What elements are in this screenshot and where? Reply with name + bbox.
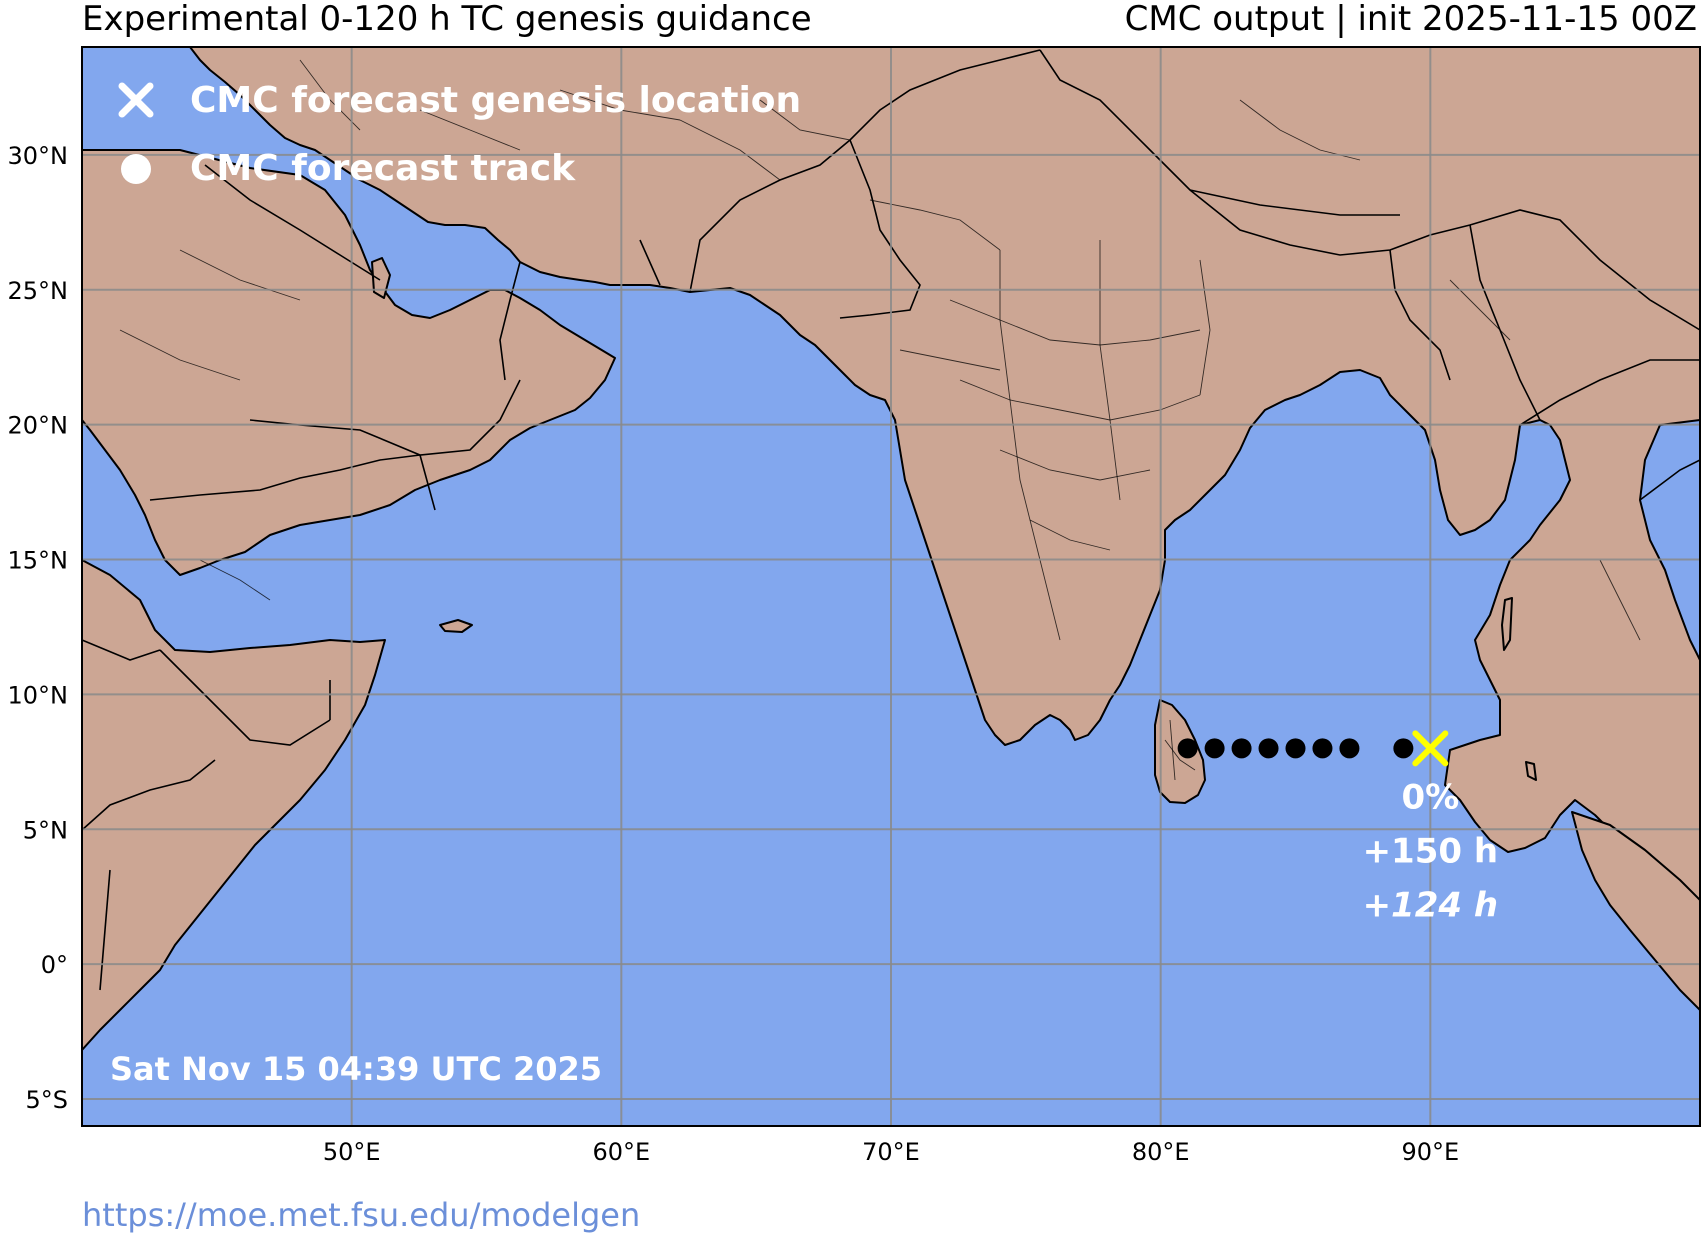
lon-tick-label: 90°E <box>1401 1138 1459 1166</box>
run-timestamp: Sat Nov 15 04:39 UTC 2025 <box>110 1050 602 1088</box>
map-title-left: Experimental 0-120 h TC genesis guidance <box>82 0 812 39</box>
genesis-marker <box>1412 730 1449 767</box>
longitude-tick-labels: 50°E 60°E 70°E 80°E 90°E <box>323 1138 1459 1166</box>
dot-marker-icon <box>121 154 151 184</box>
graticule-lines <box>82 47 1700 1126</box>
lon-tick-label: 70°E <box>862 1138 920 1166</box>
lat-tick-label: 5°N <box>23 816 68 844</box>
genesis-lead-time-alt: +124 h <box>1363 885 1499 925</box>
track-point <box>1231 738 1252 759</box>
genesis-x-stroke <box>1412 730 1449 767</box>
socotra-island <box>439 619 473 633</box>
lat-tick-label: 30°N <box>8 142 69 170</box>
genesis-annotation: 0% +150 h +124 h <box>1363 777 1499 925</box>
lat-tick-label: 15°N <box>8 547 69 575</box>
map-frame <box>81 46 1701 1127</box>
genesis-lead-time: +150 h <box>1363 831 1499 871</box>
asia-landmass <box>82 47 1700 941</box>
nicobar-islands <box>1525 761 1537 781</box>
political-borders <box>82 49 1700 991</box>
lat-tick-label: 25°N <box>8 277 69 305</box>
qatar-peninsula <box>371 257 391 299</box>
latitude-tick-labels: 30°N 25°N 20°N 15°N 10°N 5°N 0° 5°S <box>8 142 69 1114</box>
legend-track-label: CMC forecast track <box>190 148 576 189</box>
lon-tick-label: 80°E <box>1132 1138 1190 1166</box>
africa-landmass <box>82 559 386 1051</box>
source-url-link[interactable]: https://moe.met.fsu.edu/modelgen <box>82 1196 641 1234</box>
x-marker-icon <box>118 82 154 118</box>
map-plot-area <box>82 47 1700 1126</box>
legend-genesis-label: CMC forecast genesis location <box>190 80 801 121</box>
map-legend: CMC forecast genesis location CMC foreca… <box>118 80 801 189</box>
genesis-probability: 0% <box>1401 777 1459 817</box>
lon-tick-label: 60°E <box>592 1138 650 1166</box>
lat-tick-label: 5°S <box>25 1086 68 1114</box>
andaman-islands <box>1501 597 1513 651</box>
track-point <box>1285 738 1306 759</box>
lat-tick-label: 20°N <box>8 412 69 440</box>
forecast-track <box>1177 738 1414 759</box>
lat-tick-label: 0° <box>41 951 68 979</box>
lat-tick-label: 10°N <box>8 681 69 709</box>
track-point <box>1258 738 1279 759</box>
land-masses <box>82 47 1700 1051</box>
track-point <box>1339 738 1360 759</box>
map-title-right: CMC output | init 2025-11-15 00Z <box>1125 0 1697 39</box>
track-point <box>1393 738 1414 759</box>
track-point <box>1177 738 1198 759</box>
lon-tick-label: 50°E <box>323 1138 381 1166</box>
sumatra-island <box>1571 811 1700 1011</box>
track-point <box>1204 738 1225 759</box>
track-point <box>1312 738 1333 759</box>
